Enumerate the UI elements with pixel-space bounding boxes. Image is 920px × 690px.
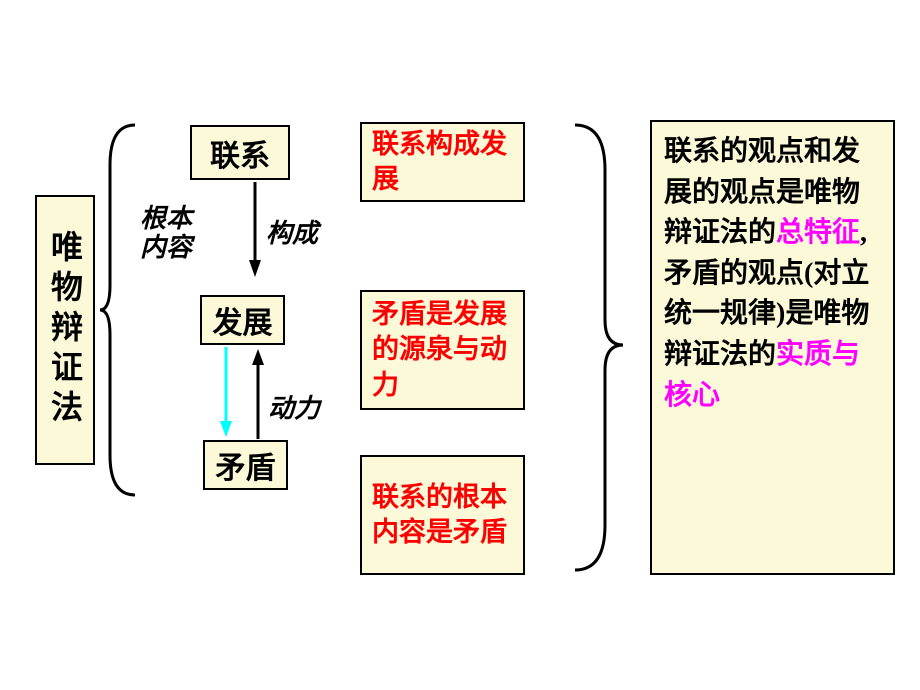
- label-genben-l1: 根本: [140, 204, 192, 233]
- label-goucheng: 构成: [266, 220, 318, 249]
- label-dongli: 动力: [268, 395, 320, 424]
- arrow-maodun-fazhan-black: [251, 347, 265, 442]
- right-brace: [575, 120, 630, 580]
- node-fazhan-text: 发展: [213, 298, 273, 342]
- left-brace: [100, 125, 140, 505]
- title-text: 唯物辩证法: [42, 230, 88, 430]
- arrow-fazhan-maodun-cyan: [219, 347, 233, 442]
- sidebox-2: 矛盾是发展的源泉与动力: [360, 290, 525, 410]
- sidebox-1-text: 联系构成发展: [372, 127, 513, 197]
- sidebox-2-text: 矛盾是发展的源泉与动力: [372, 297, 513, 402]
- sidebox-1: 联系构成发展: [360, 122, 525, 202]
- sidebox-3: 联系的根本内容是矛盾: [360, 455, 525, 575]
- summary-text: 联系的观点和发展的观点是唯物辩证法的总特征,矛盾的观点(对立统一规律)是唯物辩证…: [664, 132, 881, 416]
- label-genben-l2: 内容: [140, 233, 192, 262]
- label-genben: 根本 内容: [140, 205, 192, 262]
- node-fazhan: 发展: [200, 295, 285, 345]
- node-lianxi-text: 联系: [210, 131, 270, 175]
- title-box: 唯物辩证法: [35, 195, 95, 465]
- node-maodun: 矛盾: [203, 440, 288, 490]
- sidebox-3-text: 联系的根本内容是矛盾: [372, 480, 513, 550]
- summary-p1: 总特征: [776, 217, 860, 248]
- label-dongli-text: 动力: [268, 394, 320, 423]
- node-lianxi: 联系: [190, 125, 290, 180]
- node-maodun-text: 矛盾: [216, 443, 276, 487]
- arrow-lianxi-fazhan: [248, 182, 262, 282]
- label-goucheng-text: 构成: [266, 219, 318, 248]
- summary-box: 联系的观点和发展的观点是唯物辩证法的总特征,矛盾的观点(对立统一规律)是唯物辩证…: [650, 120, 895, 575]
